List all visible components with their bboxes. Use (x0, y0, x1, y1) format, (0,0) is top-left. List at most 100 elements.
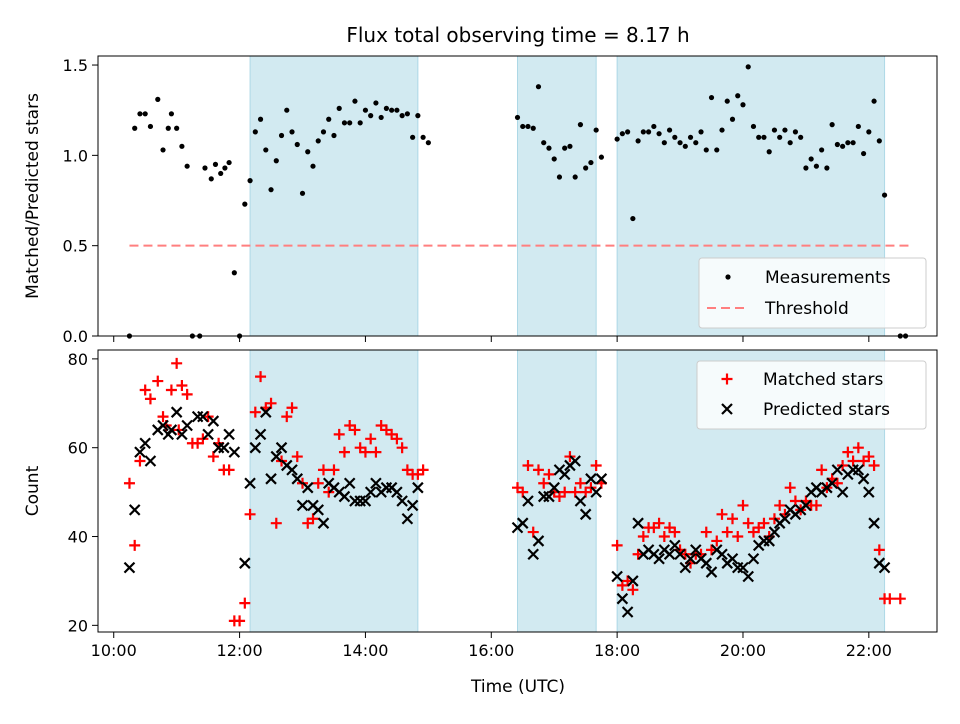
measurement-point (425, 140, 431, 146)
measurement-point (378, 114, 384, 121)
matched-star-marker (810, 499, 822, 511)
predicted-star-marker (239, 557, 251, 569)
predicted-star-marker (558, 468, 571, 481)
measurement-point (860, 150, 867, 157)
measurement-point (651, 123, 657, 130)
measurement-point (541, 140, 547, 146)
predicted-star-marker (737, 561, 749, 574)
measurement-point (160, 147, 166, 153)
measurement-point (179, 143, 185, 149)
matched-star-marker (391, 433, 403, 445)
predicted-star-marker (139, 437, 151, 450)
measurement-point (289, 129, 295, 135)
matched-star-marker (590, 459, 602, 471)
matched-star-marker (721, 526, 733, 538)
legend-box (696, 360, 927, 430)
x-tick-label: 18:00 (594, 641, 640, 660)
matched-star-marker (622, 575, 634, 587)
matched-star-marker (758, 517, 770, 529)
measurement-point (373, 100, 379, 106)
x-tick-label: 20:00 (720, 641, 766, 660)
predicted-star-marker (207, 415, 220, 427)
y-tick-label: 60 (68, 439, 88, 458)
predicted-star-marker (343, 477, 356, 490)
predicted-star-marker (674, 548, 686, 561)
predicted-star-marker (705, 566, 718, 578)
measurement-point (562, 145, 568, 151)
measurement-point (855, 123, 861, 130)
measurement-point (845, 140, 851, 146)
measurement-point (866, 129, 872, 135)
measurement-point (824, 165, 830, 171)
matched-star-marker (265, 397, 277, 409)
predicted-stars-points (123, 406, 891, 618)
measurement-point (184, 163, 190, 169)
matched-star-marker (249, 406, 261, 418)
predicted-star-marker (522, 495, 534, 507)
matched-star-marker (176, 380, 188, 392)
predicted-star-marker (218, 441, 230, 454)
matched-star-marker (658, 531, 670, 543)
predicted-star-marker (532, 535, 545, 547)
measurement-point (750, 123, 757, 130)
matched-star-marker (873, 544, 885, 556)
matched-star-marker (852, 442, 864, 454)
measurement-point (819, 147, 825, 153)
shaded-interval (249, 349, 419, 633)
measurement-point (840, 143, 846, 149)
measurement-point (231, 270, 237, 276)
measurement-point (263, 147, 269, 153)
measurement-point (551, 156, 557, 162)
predicted-star-marker (585, 473, 597, 485)
measurement-point (132, 125, 138, 131)
measurement-point (829, 122, 835, 128)
measurement-point (661, 140, 667, 146)
predicted-star-marker (165, 424, 178, 436)
measurement-point (326, 116, 332, 122)
measurement-point (218, 170, 224, 177)
measurement-point (415, 113, 421, 119)
matched-star-marker (152, 375, 164, 387)
measurement-point (771, 127, 778, 133)
matched-star-marker (234, 615, 246, 627)
x-tick-label: 12:00 (217, 641, 263, 660)
measurement-point (535, 84, 542, 90)
measurement-point (212, 161, 219, 167)
predicted-star-marker (852, 464, 865, 476)
matched-star-marker (223, 464, 235, 476)
bottom-x-ticks: 10:00 12:00 14:00 16:00 18:00 20:00 22:00 (91, 632, 892, 660)
legend-threshold-label: Threshold (764, 299, 849, 319)
predicted-star-marker (123, 561, 136, 574)
matched-star-marker (365, 433, 377, 445)
matched-star-marker (312, 477, 324, 489)
matched-star-marker (144, 393, 156, 405)
predicted-star-marker (679, 561, 692, 574)
predicted-star-marker (574, 495, 587, 507)
measurement-point (530, 125, 536, 131)
measurement-point (693, 140, 699, 146)
measurement-point (305, 149, 311, 155)
predicted-star-marker (128, 504, 141, 516)
bottom-legend: Matched stars Predicted stars (696, 360, 927, 430)
predicted-star-marker (863, 486, 875, 498)
legend-matched-marker (721, 373, 733, 385)
predicted-star-marker (401, 512, 414, 525)
matched-star-marker (207, 451, 219, 463)
matched-star-marker (574, 477, 586, 489)
matched-star-marker (239, 597, 251, 609)
measurement-point (682, 143, 688, 149)
matched-star-marker (359, 446, 371, 458)
measurement-point (252, 129, 258, 135)
predicted-star-marker (254, 428, 267, 441)
predicted-star-marker (747, 552, 760, 565)
measurement-point (724, 98, 730, 104)
measurement-point (383, 105, 390, 111)
legend-box (698, 257, 927, 329)
predicted-star-marker (831, 464, 844, 476)
predicted-star-marker (543, 490, 555, 503)
measurement-point (756, 134, 762, 140)
top-legend: Measurements Threshold (698, 257, 927, 329)
measurement-point (320, 129, 327, 135)
predicted-star-marker (611, 570, 623, 583)
matched-star-marker (653, 517, 665, 529)
